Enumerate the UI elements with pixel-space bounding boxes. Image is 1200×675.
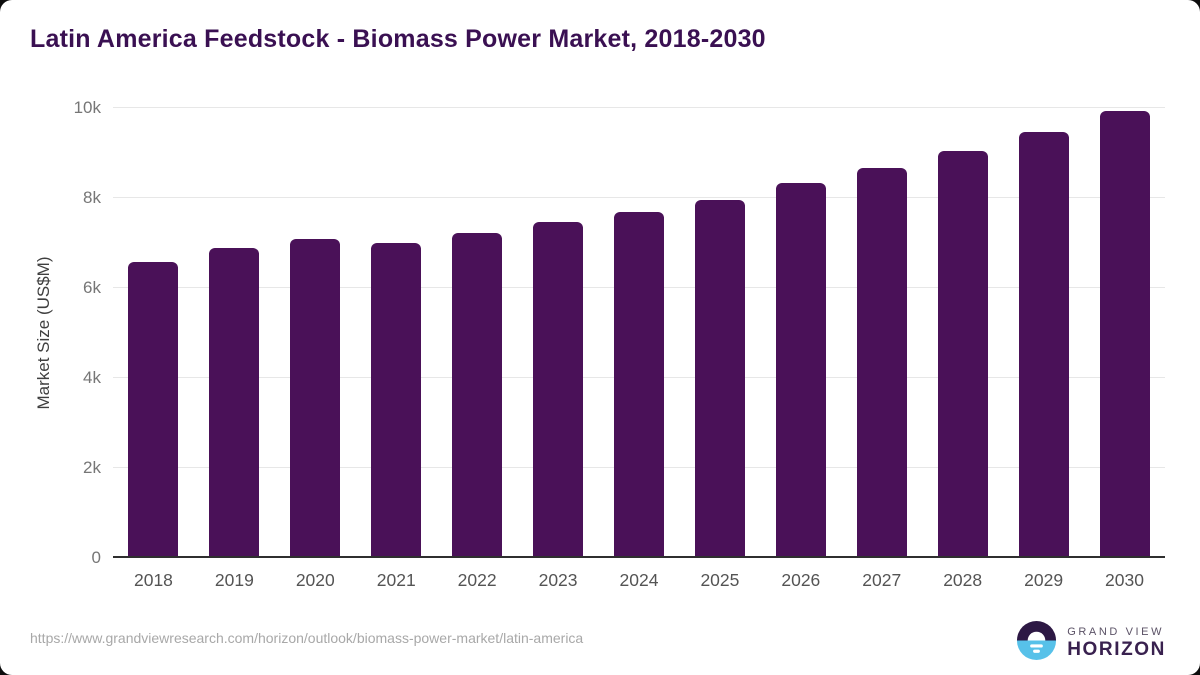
bar-slot-2021 xyxy=(356,243,437,558)
bars-layer xyxy=(113,108,1165,558)
x-tick-label-2025: 2025 xyxy=(700,570,740,590)
bar-slot-2029 xyxy=(1003,131,1084,558)
source-url: https://www.grandviewresearch.com/horizo… xyxy=(30,630,584,646)
bar-2026 xyxy=(775,183,826,558)
bar-slot-2026 xyxy=(760,183,841,558)
brand-logo-text: GRAND VIEW HORIZON xyxy=(1067,626,1166,661)
x-tick-label-2018: 2018 xyxy=(133,570,173,590)
y-tick-label-8k: 8k xyxy=(83,188,101,207)
bar-slot-2019 xyxy=(194,247,275,558)
bar-slot-2027 xyxy=(841,168,922,558)
bar-2028 xyxy=(937,151,988,558)
y-tick-label-0: 0 xyxy=(91,548,101,567)
x-tick-label-2022: 2022 xyxy=(457,570,497,590)
bar-2019 xyxy=(209,247,260,558)
bar-slot-2020 xyxy=(275,239,356,558)
page-title: Latin America Feedstock - Biomass Power … xyxy=(30,25,766,53)
bar-2020 xyxy=(290,239,341,558)
bar-slot-2023 xyxy=(518,222,599,558)
bar-slot-2018 xyxy=(113,262,194,558)
x-tick-label-2021: 2021 xyxy=(376,570,416,590)
x-tick-label-2030: 2030 xyxy=(1105,570,1144,590)
y-tick-label-6k: 6k xyxy=(83,278,101,297)
gridline-10k xyxy=(113,107,1165,108)
brand-name-top: GRAND VIEW xyxy=(1067,625,1165,638)
bar-slot-2028 xyxy=(922,151,1003,558)
bar-2029 xyxy=(1018,131,1069,558)
x-axis: 2018 2019 2020 2021 2022 2023 2024 2025 2026 2027… xyxy=(113,570,1165,591)
bar-2027 xyxy=(856,168,907,558)
x-tick-label-2024: 2024 xyxy=(619,570,659,590)
bar-2024 xyxy=(613,211,664,558)
x-tick-label-2029: 2029 xyxy=(1024,570,1064,590)
x-tick-label-2019: 2019 xyxy=(214,570,254,590)
bar-slot-2024 xyxy=(599,211,680,558)
bar-2030 xyxy=(1099,111,1150,558)
horizon-sun-icon xyxy=(1015,619,1058,667)
x-tick-label-2028: 2028 xyxy=(943,570,983,590)
x-tick-label-2027: 2027 xyxy=(862,570,902,590)
x-tick-label-2023: 2023 xyxy=(538,570,578,590)
brand-name-bottom: HORIZON xyxy=(1067,638,1166,660)
gridline-8k xyxy=(113,197,1165,198)
bar-slot-2022 xyxy=(437,233,518,558)
x-axis-line xyxy=(113,556,1165,558)
y-tick-label-10k: 10k xyxy=(73,98,101,117)
bar-slot-2030 xyxy=(1084,111,1165,558)
x-tick-label-2026: 2026 xyxy=(781,570,821,590)
bar-2022 xyxy=(452,233,503,558)
bar-2023 xyxy=(533,222,584,558)
bar-2025 xyxy=(694,199,745,558)
bar-2018 xyxy=(128,262,179,558)
y-tick-label-4k: 4k xyxy=(83,368,101,387)
brand-logo: GRAND VIEW HORIZON xyxy=(1015,619,1166,667)
y-tick-label-2k: 2k xyxy=(83,458,101,477)
x-tick-label-2020: 2020 xyxy=(295,570,335,590)
plot-area xyxy=(113,107,1165,558)
bar-2021 xyxy=(371,243,422,558)
bar-slot-2025 xyxy=(679,199,760,558)
